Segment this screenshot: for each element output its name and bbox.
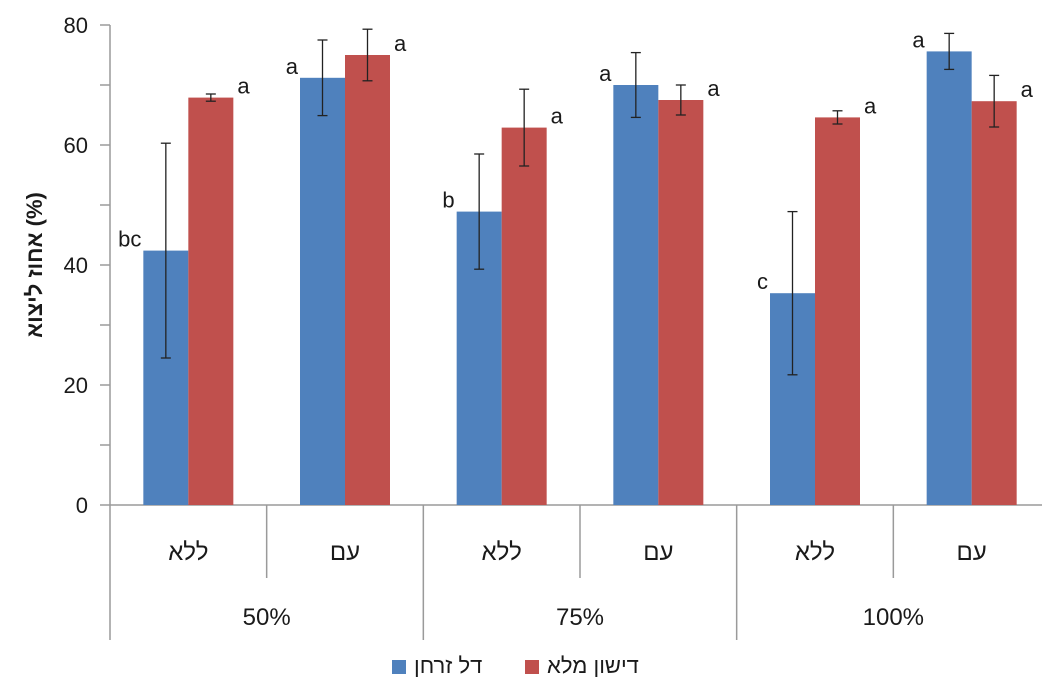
bar (971, 101, 1017, 505)
bar (300, 77, 345, 506)
significance-letter: a (286, 54, 299, 79)
significance-letter: c (757, 269, 768, 294)
bar (188, 97, 234, 505)
bars-layer (143, 28, 1017, 506)
y-axis-title: אחוז ליצוא (%) (22, 192, 47, 338)
significance-letter: a (237, 74, 250, 99)
significance-letter: a (394, 31, 407, 56)
legend: דל זרחן דישון מלא (392, 653, 639, 678)
significance-letter: bc (118, 227, 141, 252)
significance-letter: a (551, 104, 564, 129)
significance-letter: b (442, 188, 454, 213)
y-tick-label: 60 (64, 133, 88, 158)
y-tick-label: 80 (64, 13, 88, 38)
significance-letter: a (599, 61, 612, 86)
legend-label: דישון מלא (547, 653, 639, 678)
legend-label: דל זרחן (414, 653, 482, 678)
category-label: ללא (482, 539, 522, 566)
group-label: 75% (556, 604, 604, 631)
category-label: ללא (795, 539, 835, 566)
group-label: 100% (863, 604, 924, 631)
legend-swatch (392, 660, 406, 674)
bar (501, 127, 547, 505)
bar (815, 117, 860, 506)
bar (345, 55, 390, 505)
category-label: ללא (168, 539, 208, 566)
category-label: עם (643, 539, 673, 566)
y-tick-label: 20 (64, 373, 88, 398)
y-tick-label: 40 (64, 253, 88, 278)
axes-layer (100, 24, 1042, 640)
legend-swatch (525, 660, 539, 674)
bar (658, 100, 704, 505)
significance-letter: a (707, 76, 720, 101)
y-tick-label: 0 (76, 493, 88, 518)
significance-letter: a (912, 27, 925, 52)
category-label: עם (330, 539, 360, 566)
category-label: עם (957, 539, 987, 566)
group-label: 50% (243, 604, 291, 631)
significance-letter: a (864, 93, 877, 118)
bar (613, 85, 659, 505)
significance-letter: a (1021, 77, 1034, 102)
labels-layer: 0 20 40 60 80 bc a ללא a a עם b a ללא a a עם c a ללא a a עם 50%… (64, 13, 1034, 631)
bar (926, 51, 972, 506)
